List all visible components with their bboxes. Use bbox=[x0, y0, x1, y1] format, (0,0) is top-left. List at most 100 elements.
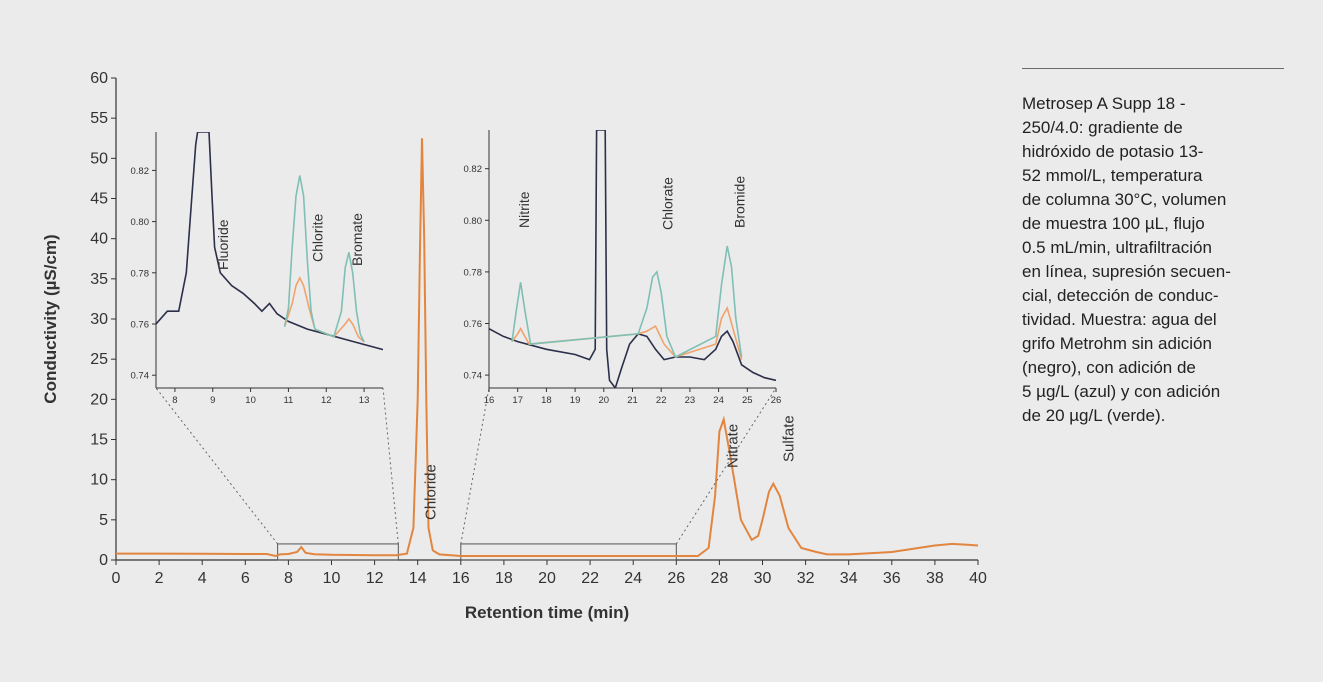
inset-x-tick-label: 19 bbox=[570, 395, 581, 406]
inset-x-tick-label: 21 bbox=[627, 395, 638, 406]
inset-peak-label: Fluoride bbox=[215, 219, 231, 270]
zoom-connector bbox=[675, 387, 777, 545]
x-tick-label: 10 bbox=[323, 570, 341, 587]
inset-y-tick-label: 0.76 bbox=[131, 320, 150, 331]
x-tick-label: 24 bbox=[624, 570, 642, 587]
chromatogram-chart: 0 2 4 6 8 10 12 14 16 18 20 22 24 26 28 30 32 34 36 38 40 0 5 1… bbox=[41, 70, 987, 622]
caption-line: de muestra 100 µL, flujo bbox=[1022, 214, 1205, 233]
inset-y-tick-label: 0.78 bbox=[131, 268, 150, 279]
trace-spike-20 bbox=[283, 175, 365, 343]
inset-y-tick-label: 0.78 bbox=[464, 267, 483, 278]
caption-rule bbox=[1022, 68, 1284, 69]
caption-line: cial, detección de conduc- bbox=[1022, 286, 1219, 305]
y-axis-title: Conductivity (µS/cm) bbox=[41, 234, 60, 403]
inset-y-tick-label: 0.76 bbox=[464, 319, 483, 330]
inset-y-tick-label: 0.82 bbox=[464, 164, 483, 175]
inset-peak-label: Bromate bbox=[349, 213, 365, 266]
y-tick-label: 15 bbox=[90, 432, 108, 449]
y-tick-label: 5 bbox=[99, 512, 108, 529]
y-tick-label: 30 bbox=[90, 311, 108, 328]
inset-x-tick-label: 26 bbox=[771, 395, 782, 406]
y-tick-label: 55 bbox=[90, 110, 108, 127]
caption-line: hidróxido de potasio 13- bbox=[1022, 142, 1204, 161]
y-tick-label: 35 bbox=[90, 271, 108, 288]
zoom-connector bbox=[382, 387, 399, 544]
x-axis-title: Retention time (min) bbox=[465, 603, 629, 622]
inset-x-tick-label: 23 bbox=[685, 395, 696, 406]
inset-peak-label: Nitrite bbox=[516, 191, 532, 228]
peak-label: Nitrate bbox=[724, 424, 741, 468]
y-tick-label: 20 bbox=[90, 391, 108, 408]
x-tick-label: 32 bbox=[797, 570, 815, 587]
x-tick-label: 8 bbox=[284, 570, 293, 587]
inset-x-tick-label: 9 bbox=[210, 395, 215, 406]
y-tick-label: 10 bbox=[90, 472, 108, 489]
inset-x-tick-label: 12 bbox=[321, 395, 332, 406]
caption-line: 5 µg/L (azul) y con adición bbox=[1022, 382, 1221, 401]
inset-y-tick-label: 0.80 bbox=[131, 217, 150, 228]
caption-line: Metrosep A Supp 18 - bbox=[1022, 94, 1186, 113]
inset-traces bbox=[489, 130, 776, 388]
inset-y-tick-label: 0.74 bbox=[131, 371, 150, 382]
inset-x-tick-label: 25 bbox=[742, 395, 753, 406]
x-tick-label: 0 bbox=[112, 570, 121, 587]
inset-traces bbox=[156, 132, 383, 351]
caption-line: tividad. Muestra: agua del bbox=[1022, 310, 1217, 329]
trace-spike-5 bbox=[511, 305, 743, 360]
trace-spike-20 bbox=[511, 245, 743, 359]
y-tick-label: 50 bbox=[90, 150, 108, 167]
peak-label: Sulfate bbox=[780, 415, 797, 462]
x-tick-label: 20 bbox=[538, 570, 556, 587]
y-tick-label: 40 bbox=[90, 231, 108, 248]
x-tick-label: 6 bbox=[241, 570, 250, 587]
caption-line: 0.5 mL/min, ultrafiltración bbox=[1022, 238, 1212, 257]
x-tick-label: 28 bbox=[711, 570, 729, 587]
inset-x-tick-label: 17 bbox=[512, 395, 523, 406]
inset-x-tick-label: 20 bbox=[599, 395, 610, 406]
inset-y-tick-label: 0.74 bbox=[464, 371, 483, 382]
inset-y-tick-label: 0.82 bbox=[131, 166, 150, 177]
x-tick-label: 4 bbox=[198, 570, 207, 587]
inset-x-tick-label: 13 bbox=[359, 395, 370, 406]
x-tick-label: 26 bbox=[667, 570, 685, 587]
y-tick-label: 25 bbox=[90, 351, 108, 368]
x-tick-label: 38 bbox=[926, 570, 944, 587]
zoom-box bbox=[460, 543, 677, 561]
inset-x-tick-label: 18 bbox=[541, 395, 552, 406]
x-tick-label: 18 bbox=[495, 570, 513, 587]
zoom-connector bbox=[155, 387, 279, 545]
x-tick-label: 12 bbox=[366, 570, 384, 587]
inset-peak-label: Chlorite bbox=[309, 214, 325, 262]
trace-unspiked bbox=[489, 130, 776, 388]
inset-x-tick-label: 8 bbox=[172, 395, 177, 406]
caption-line: 250/4.0: gradiente de bbox=[1022, 118, 1183, 137]
peak-label: Chloride bbox=[423, 464, 440, 520]
inset-peak-label: Bromide bbox=[731, 176, 747, 228]
caption-line: de columna 30°C, volumen bbox=[1022, 190, 1227, 209]
caption-line: 52 mmol/L, temperatura bbox=[1022, 166, 1203, 185]
x-tick-label: 34 bbox=[840, 570, 858, 587]
x-tick-label: 14 bbox=[409, 570, 427, 587]
zoom-connector bbox=[460, 387, 490, 545]
inset-x-tick-label: 16 bbox=[484, 395, 495, 406]
figure-caption: Metrosep A Supp 18 - 250/4.0: gradiente … bbox=[1022, 92, 1302, 428]
y-tick-label: 0 bbox=[99, 552, 108, 569]
inset-peak-label: Chlorate bbox=[660, 177, 676, 230]
inset-x-tick-label: 22 bbox=[656, 395, 667, 406]
x-tick-label: 36 bbox=[883, 570, 901, 587]
inset-x-tick-label: 10 bbox=[245, 395, 256, 406]
inset-x-tick-label: 24 bbox=[713, 395, 724, 406]
x-tick-label: 22 bbox=[581, 570, 599, 587]
main-trace bbox=[116, 138, 979, 558]
x-tick-label: 40 bbox=[969, 570, 987, 587]
caption-line: de 20 µg/L (verde). bbox=[1022, 406, 1166, 425]
caption-line: (negro), con adición de bbox=[1022, 358, 1196, 377]
x-tick-label: 16 bbox=[452, 570, 470, 587]
caption-line: en línea, supresión secuen- bbox=[1022, 262, 1231, 281]
trace-unspiked bbox=[156, 132, 383, 351]
y-tick-label: 60 bbox=[90, 70, 108, 87]
inset-y-tick-label: 0.80 bbox=[464, 216, 483, 227]
y-tick-label: 45 bbox=[90, 191, 108, 208]
inset-x-tick-label: 11 bbox=[283, 395, 293, 406]
